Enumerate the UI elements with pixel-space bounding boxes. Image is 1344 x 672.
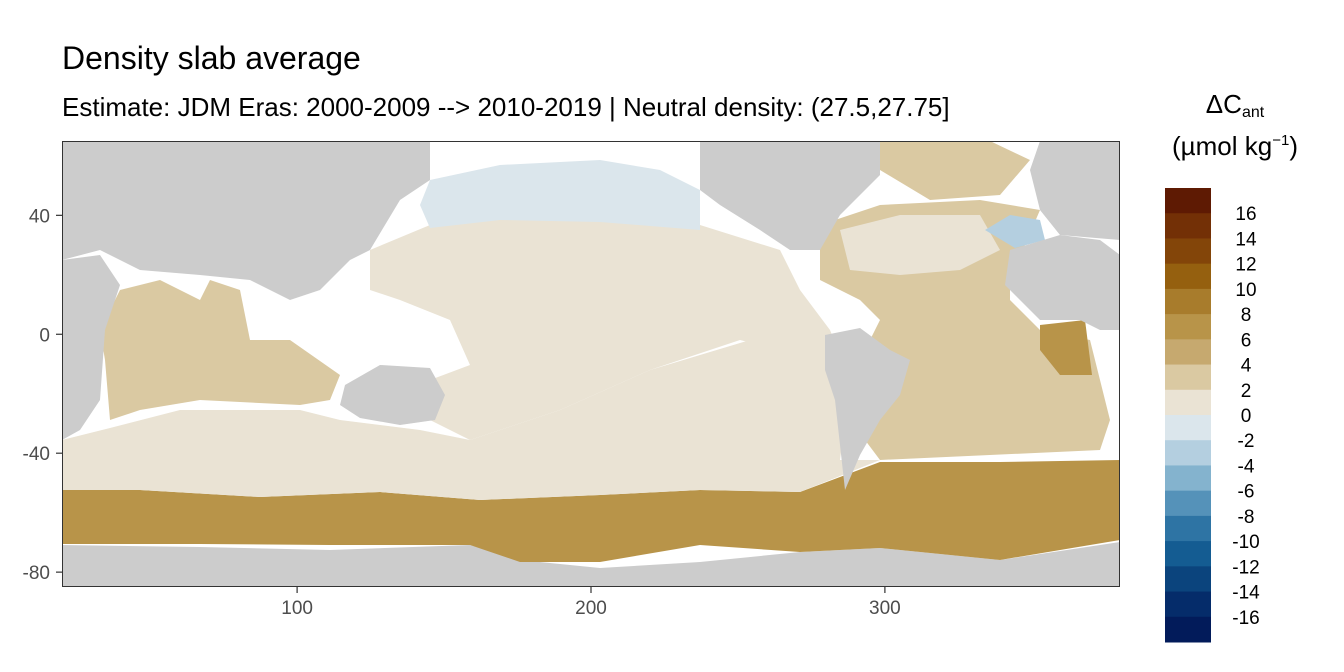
legend-color-swatch <box>1165 238 1211 265</box>
ocean-region-north-atlantic-subtropics <box>840 215 1000 275</box>
ocean-region-subpolar-north-atlantic <box>880 141 1030 200</box>
europe-land <box>1030 141 1120 240</box>
y-tick-label: 40 <box>29 206 50 227</box>
legend-unit-close: ) <box>1289 130 1298 161</box>
ocean-region-north-pacific <box>420 160 700 230</box>
australia-land <box>340 365 445 425</box>
y-tick-label: -80 <box>23 563 50 584</box>
y-tick-label: 0 <box>39 325 50 346</box>
legend-break-label: 14 <box>1235 229 1257 250</box>
legend-color-swatch <box>1165 591 1211 618</box>
legend-colorbar <box>1165 188 1211 643</box>
legend-break-label: 16 <box>1235 204 1256 225</box>
north-america-land <box>700 141 880 250</box>
legend-color-swatch <box>1165 440 1211 466</box>
legend-break-label: 12 <box>1235 255 1256 276</box>
east-africa-land <box>62 255 120 440</box>
legend-break-label: -16 <box>1232 608 1259 629</box>
legend-color-swatch <box>1165 566 1211 593</box>
legend-color-swatch <box>1165 465 1211 492</box>
asia-land <box>62 141 430 300</box>
legend-title: ΔCant (µmol kg−1) <box>1160 84 1310 166</box>
ocean-region-indian-ocean <box>100 280 340 420</box>
x-tick-label: 300 <box>869 598 901 619</box>
legend-break-label: -12 <box>1232 557 1259 578</box>
legend-color-swatch <box>1165 364 1211 391</box>
chart-title: Density slab average <box>62 40 361 76</box>
legend-color-swatch <box>1165 288 1211 315</box>
legend-color-swatch <box>1165 515 1211 542</box>
legend-break-label: -10 <box>1232 532 1259 553</box>
legend-color-swatch <box>1165 339 1211 366</box>
ocean-region-southern-ocean <box>62 460 1120 562</box>
south-america-land <box>825 328 910 490</box>
legend-break-label: 0 <box>1241 406 1252 427</box>
africa-land <box>1005 235 1120 330</box>
legend-subscript: ant <box>1241 104 1265 121</box>
x-tick-label: 100 <box>281 598 313 619</box>
legend-color-swatch <box>1165 389 1211 416</box>
legend-unit-open: (µmol kg <box>1172 130 1273 161</box>
y-tick-label: -40 <box>23 444 50 465</box>
legend-break-label: -8 <box>1238 507 1255 528</box>
legend-symbol: ΔC <box>1205 89 1242 119</box>
legend-color-swatch <box>1165 263 1211 290</box>
legend-unit-sup: −1 <box>1272 131 1290 149</box>
legend-break-label: -14 <box>1232 583 1260 604</box>
legend-labels: 16 14 12 10 8 6 4 2 0 -2 -4 -6 -8 -10 -12 -14 -16 <box>1232 204 1260 629</box>
antarctica-land <box>62 542 1120 587</box>
legend-color-swatch <box>1165 188 1211 214</box>
legend-color-swatch <box>1165 541 1211 567</box>
legend-break-label: 8 <box>1241 305 1252 326</box>
ocean-region-gulf-of-guinea <box>1040 320 1092 375</box>
chart-subtitle: Estimate: JDM Eras: 2000-2009 --> 2010-2… <box>62 92 950 122</box>
legend-break-label: 6 <box>1241 330 1252 351</box>
x-tick-label: 200 <box>575 598 607 619</box>
legend-break-label: 2 <box>1241 381 1252 402</box>
legend-break-label: -6 <box>1238 482 1255 503</box>
ocean-region-iberia-anomaly <box>985 215 1045 248</box>
legend-unit-line: (µmol kg−1) <box>1160 126 1310 166</box>
legend-break-label: 4 <box>1241 356 1252 377</box>
legend-color-swatch <box>1165 490 1211 517</box>
legend-color-swatch <box>1165 314 1211 340</box>
panel-border <box>62 141 1120 587</box>
legend-break-label: 10 <box>1235 280 1256 301</box>
legend-symbol-line: ΔCant <box>1160 84 1310 126</box>
legend-break-label: -4 <box>1238 456 1255 477</box>
ocean-region-pacific <box>370 215 830 440</box>
legend-color-swatch <box>1165 616 1211 643</box>
legend-break-label: -2 <box>1238 431 1255 452</box>
legend-color-swatch <box>1165 415 1211 441</box>
legend-color-swatch <box>1165 213 1211 239</box>
map-panel <box>62 141 1120 587</box>
ocean-region-south-band <box>62 330 880 500</box>
